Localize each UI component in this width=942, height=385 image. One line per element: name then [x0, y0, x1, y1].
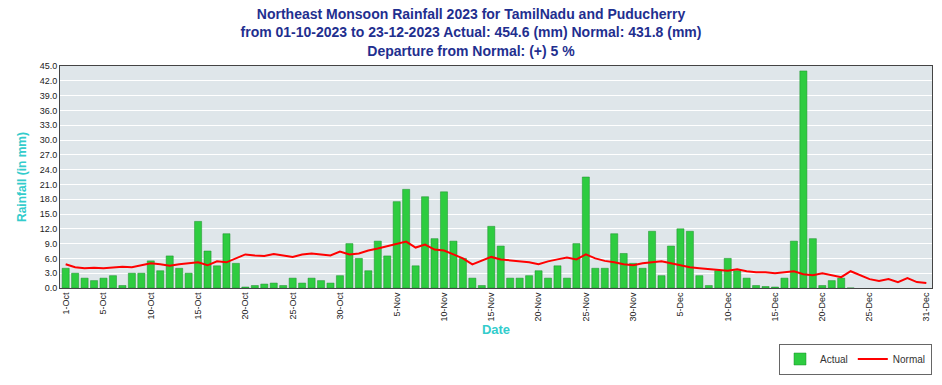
svg-text:33.0: 33.0	[40, 120, 58, 130]
svg-text:39.0: 39.0	[40, 91, 58, 101]
svg-text:Normal: Normal	[893, 354, 925, 365]
svg-text:21.0: 21.0	[40, 180, 58, 190]
svg-text:30-Oct: 30-Oct	[335, 292, 345, 320]
svg-text:24.0: 24.0	[40, 165, 58, 175]
svg-text:6.0: 6.0	[45, 254, 58, 264]
svg-text:Actual: Actual	[820, 354, 848, 365]
svg-text:15-Oct: 15-Oct	[193, 292, 203, 320]
svg-text:3.0: 3.0	[45, 268, 58, 278]
svg-text:15.0: 15.0	[40, 209, 58, 219]
svg-text:45.0: 45.0	[40, 61, 58, 71]
svg-text:5-Dec: 5-Dec	[675, 292, 685, 317]
svg-text:20-Dec: 20-Dec	[817, 292, 827, 322]
svg-text:20-Oct: 20-Oct	[240, 292, 250, 320]
svg-text:Northeast Monsoon Rainfall 202: Northeast Monsoon Rainfall 2023 for Tami…	[241, 6, 702, 58]
svg-text:12.0: 12.0	[40, 224, 58, 234]
svg-text:31-Dec: 31-Dec	[921, 292, 931, 322]
svg-text:27.0: 27.0	[40, 150, 58, 160]
svg-text:30.0: 30.0	[40, 135, 58, 145]
svg-text:10-Dec: 10-Dec	[723, 292, 733, 322]
svg-text:30-Nov: 30-Nov	[628, 292, 638, 322]
svg-text:Rainfall (in mm): Rainfall (in mm)	[15, 132, 29, 222]
svg-text:9.0: 9.0	[45, 239, 58, 249]
svg-text:Date: Date	[482, 322, 510, 337]
svg-text:25-Dec: 25-Dec	[865, 292, 875, 322]
svg-text:25-Oct: 25-Oct	[288, 292, 298, 320]
svg-text:20-Nov: 20-Nov	[533, 292, 543, 322]
svg-text:1-Oct: 1-Oct	[61, 292, 71, 315]
svg-text:42.0: 42.0	[40, 76, 58, 86]
svg-text:5-Nov: 5-Nov	[392, 292, 402, 317]
svg-text:0.0: 0.0	[45, 283, 58, 293]
svg-text:5-Oct: 5-Oct	[98, 292, 108, 315]
svg-text:10-Oct: 10-Oct	[146, 292, 156, 320]
svg-text:18.0: 18.0	[40, 194, 58, 204]
svg-text:36.0: 36.0	[40, 106, 58, 116]
svg-text:15-Nov: 15-Nov	[486, 292, 496, 322]
svg-text:15-Dec: 15-Dec	[770, 292, 780, 322]
svg-text:10-Nov: 10-Nov	[439, 292, 449, 322]
svg-text:25-Nov: 25-Nov	[581, 292, 591, 322]
